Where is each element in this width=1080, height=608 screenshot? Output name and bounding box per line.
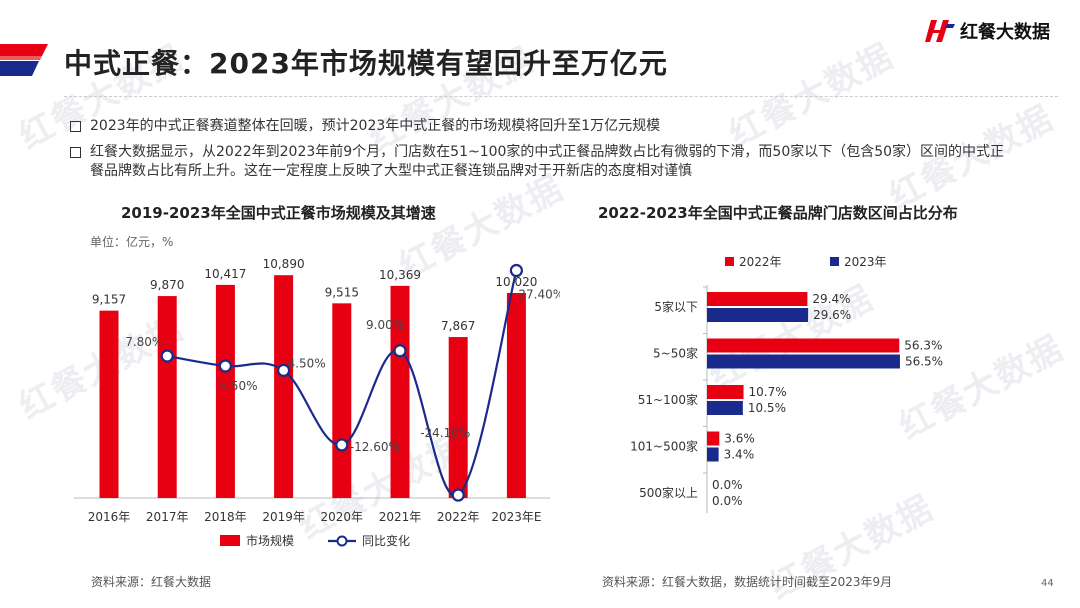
bar-value-label: 7,867 bbox=[441, 319, 475, 333]
growth-rate-label: -12.60% bbox=[350, 440, 400, 454]
brand-logo: 红餐大数据 bbox=[925, 18, 1050, 44]
market-size-bar bbox=[99, 310, 119, 498]
left-chart-title: 2019-2023年全国中式正餐市场规模及其增速 bbox=[121, 204, 436, 222]
distribution-bar bbox=[707, 292, 808, 306]
distribution-bar bbox=[707, 354, 900, 369]
distribution-value-label: 0.0% bbox=[712, 494, 743, 508]
growth-rate-point bbox=[160, 349, 174, 363]
legend-line-marker bbox=[336, 535, 348, 547]
market-size-chart: 9,157 2016年 9,870 2017年 10,417 2018年 10,890 201… bbox=[74, 257, 560, 548]
left-chart-unit: 单位：亿元，% bbox=[90, 235, 174, 249]
x-tick-label: 2019年 bbox=[262, 510, 305, 524]
page-title: 中式正餐：2023年市场规模有望回升至万亿元 bbox=[64, 47, 668, 80]
legend-bar-swatch bbox=[220, 535, 240, 546]
bar-value-label: 10,417 bbox=[204, 267, 246, 281]
growth-rate-point bbox=[509, 263, 523, 278]
market-size-bar bbox=[274, 275, 294, 498]
distribution-value-label: 10.5% bbox=[748, 401, 786, 415]
bar-value-label: 10,890 bbox=[263, 257, 305, 271]
category-label: 51~100家 bbox=[638, 392, 698, 407]
bar-value-label: 9,515 bbox=[325, 285, 359, 299]
x-tick-label: 2017年 bbox=[146, 510, 189, 524]
distribution-value-label: 56.3% bbox=[904, 339, 942, 353]
bar-value-label: 9,870 bbox=[150, 278, 184, 292]
distribution-value-label: 3.4% bbox=[724, 448, 754, 462]
distribution-value-label: 10.7% bbox=[749, 385, 787, 399]
category-label: 500家以上 bbox=[639, 485, 698, 500]
legend-swatch bbox=[830, 257, 839, 266]
growth-rate-point bbox=[393, 344, 407, 358]
x-tick-label: 2021年 bbox=[379, 510, 422, 524]
distribution-bar bbox=[707, 431, 720, 446]
bullet-item: 红餐大数据显示，从2022年到2023年前9个月，门店数在51~100家的中式正… bbox=[70, 143, 1010, 181]
brand-logo-icon bbox=[925, 20, 955, 42]
bullet-text: 2023年的中式正餐赛道整体在回暖，预计2023年中式正餐的市场规模将回升至1万… bbox=[90, 118, 661, 134]
distribution-value-label: 29.6% bbox=[813, 308, 851, 322]
market-size-bar bbox=[215, 284, 235, 498]
store-count-distribution-chart: 2022年 2023年 29.4% 29.6% 5家以下 56.3% 56.5% 5~50家 1… bbox=[630, 255, 943, 513]
right-chart-title: 2022-2023年全国中式正餐品牌门店数区间占比分布 bbox=[598, 204, 958, 222]
market-size-bar bbox=[448, 337, 468, 498]
market-size-bar bbox=[332, 303, 352, 498]
distribution-value-label: 3.6% bbox=[724, 432, 755, 446]
header-divider bbox=[64, 96, 1058, 97]
bar-value-label: 10,020 bbox=[495, 275, 537, 289]
x-tick-label: 2020年 bbox=[321, 510, 364, 524]
growth-rate-point bbox=[451, 488, 465, 502]
title-accent bbox=[0, 44, 48, 76]
x-tick-label: 2023年E bbox=[491, 510, 541, 524]
category-label: 101~500家 bbox=[630, 439, 698, 454]
bar-value-label: 10,369 bbox=[379, 268, 421, 282]
legend-label: 2022年 bbox=[739, 255, 782, 269]
square-bullet-icon bbox=[70, 121, 81, 132]
legend-line-label: 同比变化 bbox=[362, 533, 410, 548]
growth-rate-label: 27.40% bbox=[518, 288, 560, 302]
x-tick-label: 2018年 bbox=[204, 510, 247, 524]
distribution-value-label: 29.4% bbox=[812, 292, 850, 306]
growth-rate-point bbox=[335, 438, 349, 452]
growth-rate-label: 5.50% bbox=[219, 379, 257, 393]
bullet-item: 2023年的中式正餐赛道整体在回暖，预计2023年中式正餐的市场规模将回升至1万… bbox=[70, 117, 1030, 136]
category-label: 5家以下 bbox=[654, 299, 698, 314]
left-source-note: 资料来源：红餐大数据 bbox=[91, 575, 212, 589]
growth-rate-label: 4.50% bbox=[288, 356, 326, 370]
growth-rate-point bbox=[218, 359, 232, 373]
x-tick-label: 2022年 bbox=[437, 510, 480, 524]
growth-rate-label: -24.10% bbox=[420, 426, 470, 440]
square-bullet-icon bbox=[70, 147, 81, 158]
distribution-value-label: 0.0% bbox=[712, 478, 743, 492]
distribution-bar bbox=[707, 385, 744, 399]
category-label: 5~50家 bbox=[653, 346, 698, 361]
distribution-bar bbox=[707, 447, 719, 462]
market-size-bar bbox=[157, 296, 177, 498]
growth-rate-label: 7.80% bbox=[125, 335, 163, 349]
distribution-bar bbox=[707, 308, 809, 322]
distribution-bar bbox=[707, 401, 743, 415]
distribution-bar bbox=[707, 338, 900, 353]
bar-value-label: 9,157 bbox=[92, 293, 126, 307]
growth-rate-label: 9.00% bbox=[366, 318, 404, 332]
growth-rate-point bbox=[277, 363, 291, 377]
bullet-text: 红餐大数据显示，从2022年到2023年前9个月，门店数在51~100家的中式正… bbox=[90, 144, 1005, 179]
page-number: 44 bbox=[1041, 578, 1054, 589]
growth-rate-line bbox=[167, 270, 518, 497]
distribution-value-label: 56.5% bbox=[905, 355, 943, 369]
right-source-note: 资料来源：红餐大数据，数据统计时间截至2023年9月 bbox=[602, 575, 893, 589]
legend-swatch bbox=[725, 257, 734, 266]
x-tick-label: 2016年 bbox=[88, 510, 131, 524]
market-size-bar bbox=[390, 285, 410, 498]
legend-label: 2023年 bbox=[844, 255, 887, 269]
legend-bar-label: 市场规模 bbox=[246, 533, 294, 548]
brand-logo-text: 红餐大数据 bbox=[960, 22, 1050, 43]
market-size-bar bbox=[506, 293, 526, 498]
